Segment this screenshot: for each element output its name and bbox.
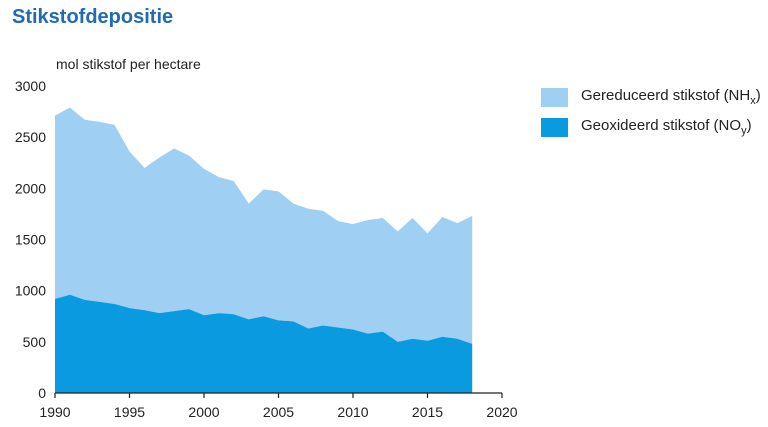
page-title: Stikstofdepositie [12, 6, 174, 28]
y-tick-label: 1000 [15, 283, 46, 299]
x-tick-label: 2010 [337, 404, 368, 420]
legend-label-no: Geoxideerd stikstof (NOy) [581, 117, 752, 137]
legend: Gereduceerd stikstof (NHx) Geoxideerd st… [541, 82, 761, 142]
x-tick-label: 2020 [486, 404, 517, 420]
legend-item-nh: Gereduceerd stikstof (NHx) [541, 82, 761, 112]
legend-label-nh: Gereduceerd stikstof (NHx) [581, 87, 761, 107]
y-tick-label: 3000 [15, 78, 46, 94]
y-tick-label: 2500 [15, 129, 46, 145]
legend-item-no: Geoxideerd stikstof (NOy) [541, 112, 761, 142]
x-tick-label: 2015 [412, 404, 443, 420]
x-tick-label: 1990 [39, 404, 70, 420]
y-axis-label: mol stikstof per hectare [56, 56, 201, 72]
legend-swatch-no [541, 117, 568, 137]
area-series-nh [55, 107, 473, 344]
legend-swatch-nh [541, 87, 568, 107]
x-tick-label: 2005 [263, 404, 294, 420]
area-series-no [55, 294, 473, 393]
y-tick-label: 1500 [15, 232, 46, 248]
y-tick-label: 500 [23, 334, 47, 350]
chart-areas [55, 107, 473, 393]
y-tick-label: 2000 [15, 180, 46, 196]
chart-axes: 1990 1995 2000 2005 2010 2015 2020 0 500 1000 1500… [15, 78, 518, 420]
x-tick-label: 1995 [114, 404, 145, 420]
x-tick-label: 2000 [188, 404, 219, 420]
y-tick-label: 0 [38, 385, 46, 401]
